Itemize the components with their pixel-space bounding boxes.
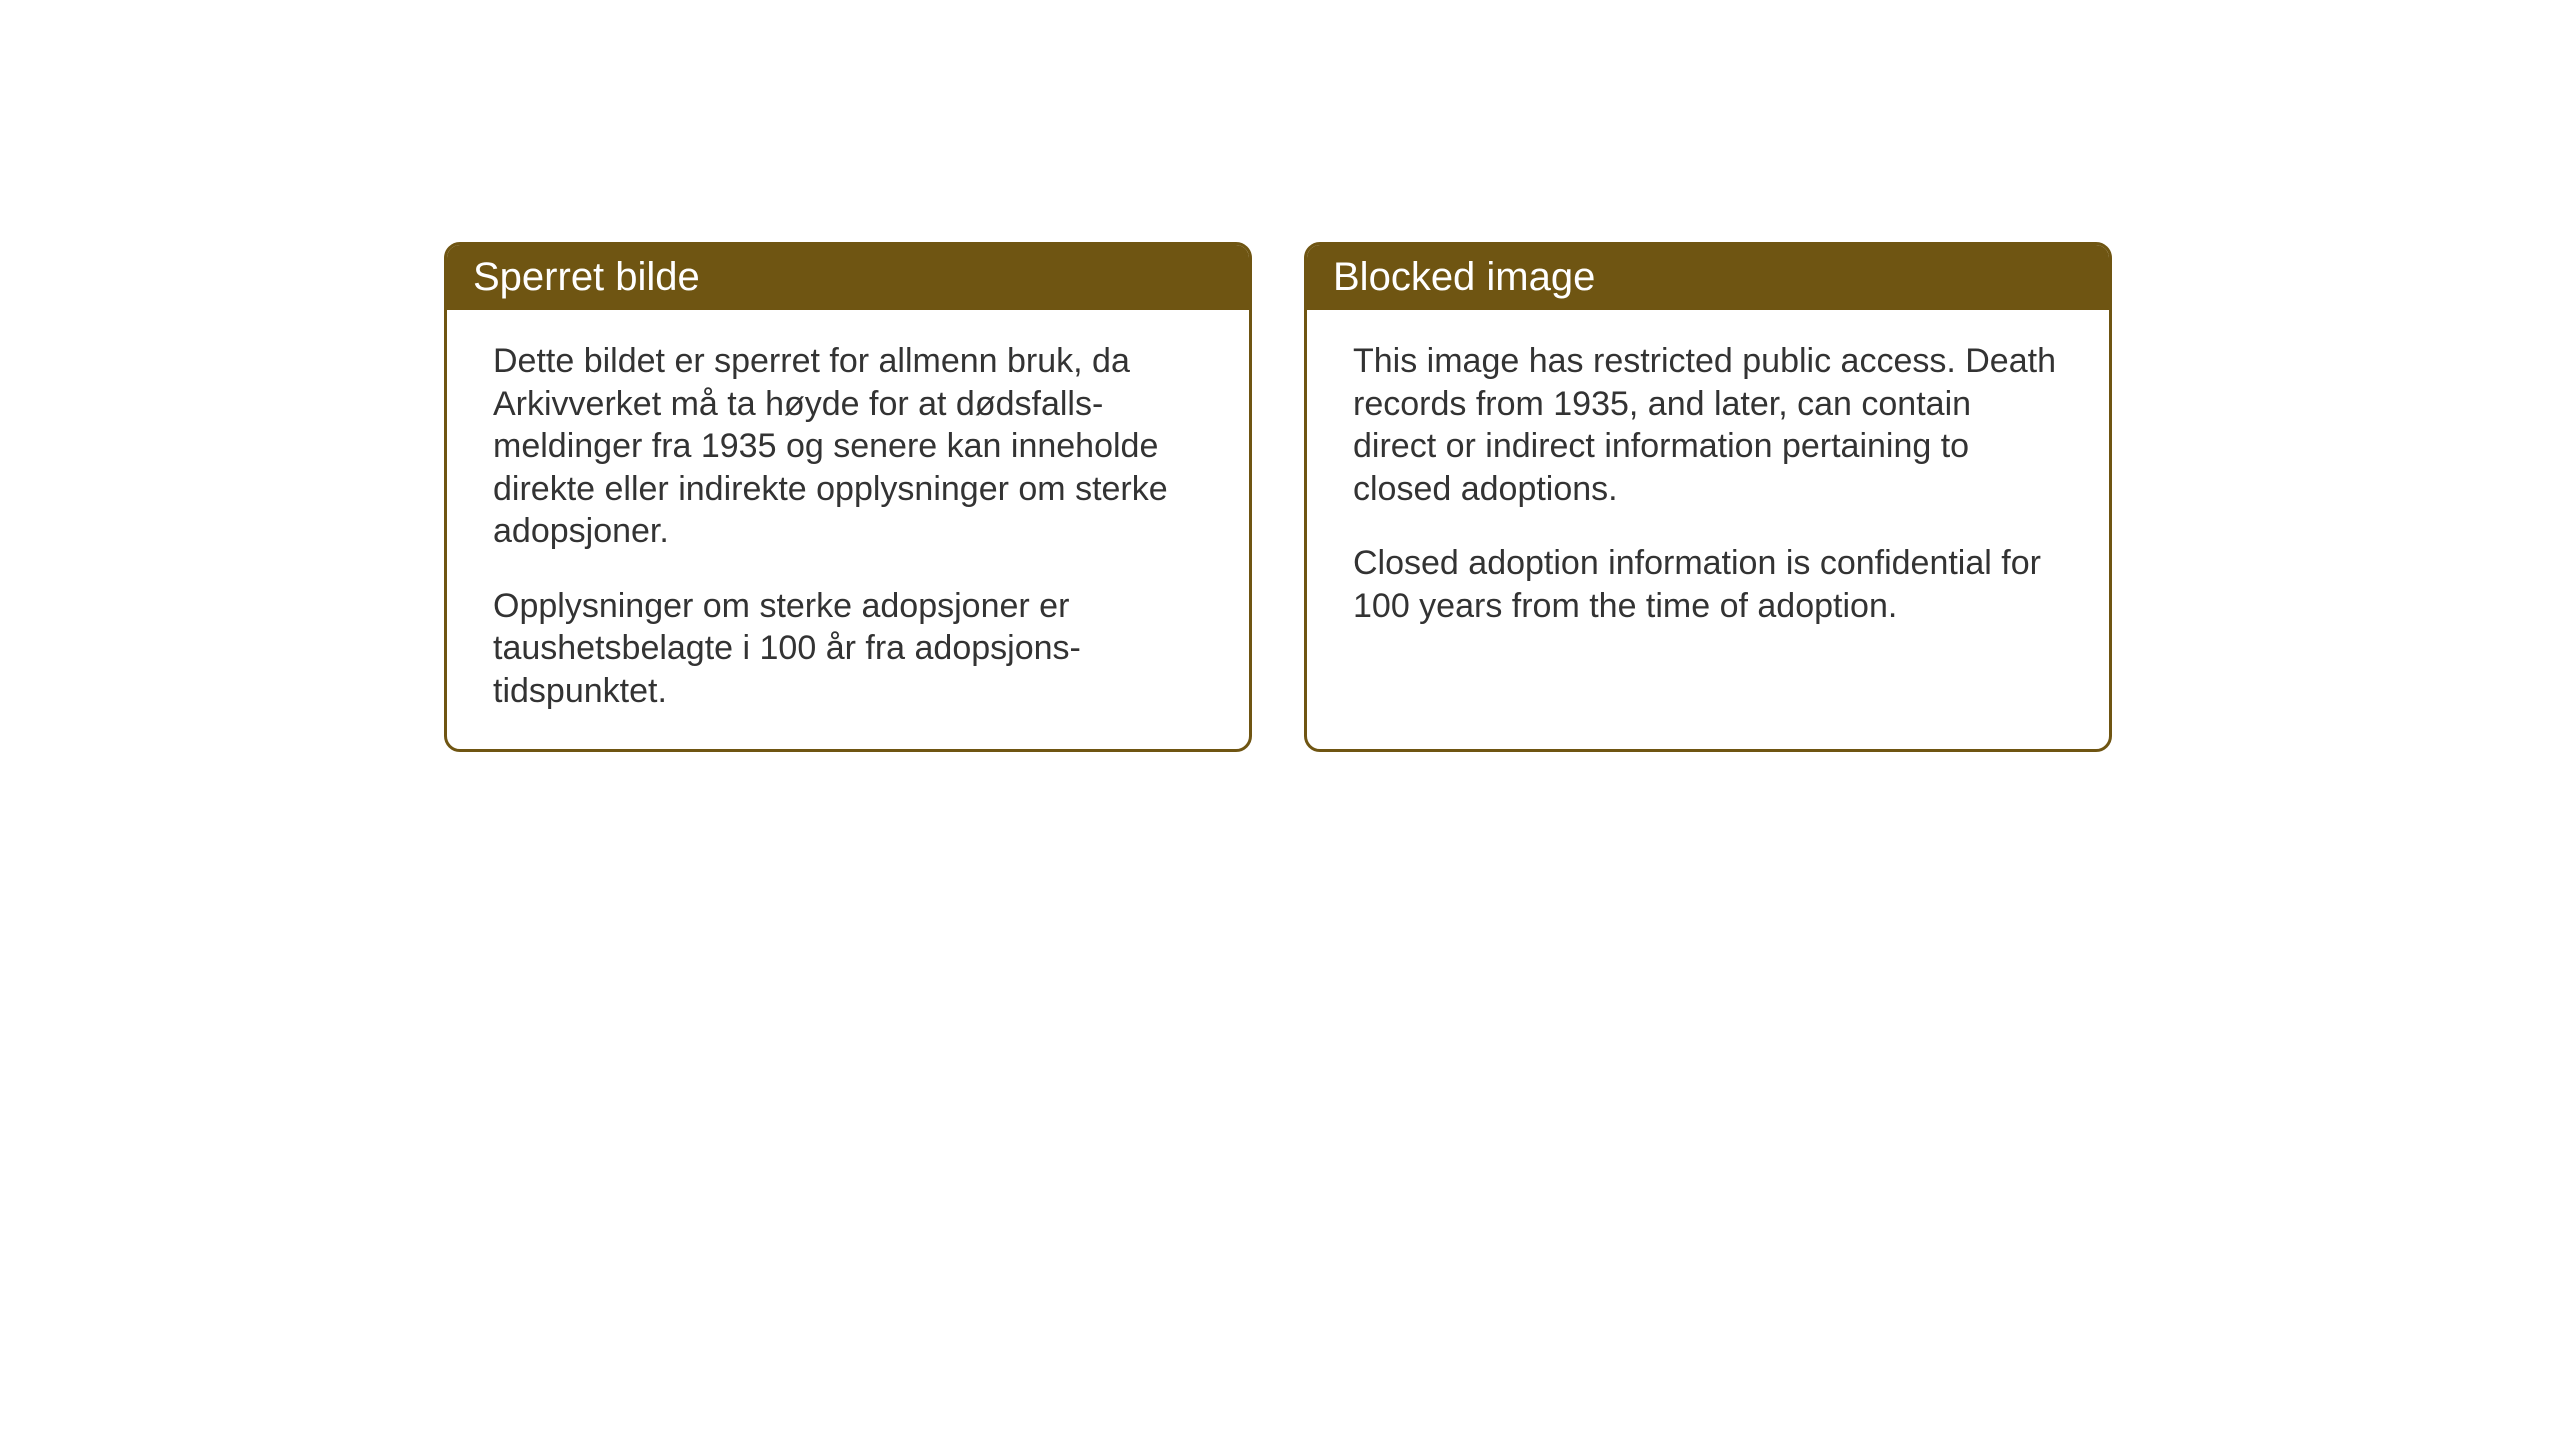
english-paragraph-1: This image has restricted public access.… [1353,340,2063,510]
norwegian-paragraph-1: Dette bildet er sperret for allmenn bruk… [493,340,1203,553]
norwegian-card-title: Sperret bilde [447,245,1249,310]
cards-container: Sperret bilde Dette bildet er sperret fo… [444,242,2112,752]
norwegian-card: Sperret bilde Dette bildet er sperret fo… [444,242,1252,752]
english-card-title: Blocked image [1307,245,2109,310]
norwegian-paragraph-2: Opplysninger om sterke adopsjoner er tau… [493,585,1203,713]
english-paragraph-2: Closed adoption information is confident… [1353,542,2063,627]
english-card-body: This image has restricted public access.… [1307,310,2109,663]
english-card: Blocked image This image has restricted … [1304,242,2112,752]
norwegian-card-body: Dette bildet er sperret for allmenn bruk… [447,310,1249,748]
